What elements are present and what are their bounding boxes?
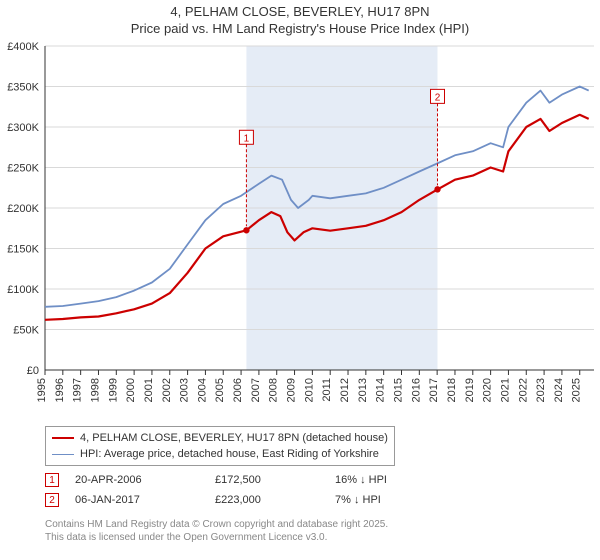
svg-text:1996: 1996	[54, 378, 66, 402]
svg-text:2006: 2006	[232, 378, 244, 402]
svg-text:2001: 2001	[143, 378, 155, 402]
marker-delta-1: 16% ↓ HPI	[335, 474, 455, 486]
svg-text:2011: 2011	[321, 378, 333, 402]
svg-text:2008: 2008	[268, 378, 280, 402]
svg-text:2007: 2007	[250, 378, 262, 402]
svg-text:2022: 2022	[517, 378, 529, 402]
marker-date-2: 06-JAN-2017	[75, 494, 215, 506]
chart-title-line2: Price paid vs. HM Land Registry's House …	[0, 21, 600, 36]
svg-text:£50K: £50K	[13, 325, 39, 337]
svg-text:2005: 2005	[214, 378, 226, 402]
svg-text:2023: 2023	[535, 378, 547, 402]
svg-text:2009: 2009	[286, 378, 298, 402]
svg-text:2: 2	[435, 92, 441, 103]
svg-text:£250K: £250K	[7, 163, 39, 175]
svg-text:2003: 2003	[179, 378, 191, 402]
footer-line1: Contains HM Land Registry data © Crown c…	[45, 518, 388, 531]
svg-text:£200K: £200K	[7, 203, 39, 215]
legend-label-2: HPI: Average price, detached house, East…	[80, 448, 379, 460]
legend-row-2: HPI: Average price, detached house, East…	[52, 446, 388, 462]
svg-text:2018: 2018	[446, 378, 458, 402]
chart-area: £0 £50K £100K £150K £200K £250K £300K £350K £400…	[0, 40, 600, 420]
chart-title-line1: 4, PELHAM CLOSE, BEVERLEY, HU17 8PN	[0, 4, 600, 19]
legend-swatch-1	[52, 437, 74, 439]
svg-text:2017: 2017	[428, 378, 440, 402]
svg-text:2014: 2014	[375, 378, 387, 402]
marker-badge-1: 1	[45, 473, 59, 487]
svg-text:£150K: £150K	[7, 244, 39, 256]
marker-badge-2: 2	[45, 493, 59, 507]
legend-swatch-2	[52, 454, 74, 455]
svg-text:2002: 2002	[161, 378, 173, 402]
marker-delta-2: 7% ↓ HPI	[335, 494, 455, 506]
footer: Contains HM Land Registry data © Crown c…	[45, 518, 388, 544]
svg-text:£100K: £100K	[7, 284, 39, 296]
svg-text:2016: 2016	[410, 378, 422, 402]
svg-text:2025: 2025	[571, 378, 583, 402]
svg-text:2012: 2012	[339, 378, 351, 402]
svg-text:2020: 2020	[482, 378, 494, 402]
legend-label-1: 4, PELHAM CLOSE, BEVERLEY, HU17 8PN (det…	[80, 432, 388, 444]
marker-row-2: 2 06-JAN-2017 £223,000 7% ↓ HPI	[45, 490, 455, 510]
svg-text:2013: 2013	[357, 378, 369, 402]
svg-text:2004: 2004	[196, 378, 208, 402]
svg-text:£300K: £300K	[7, 122, 39, 134]
svg-text:£0: £0	[27, 365, 39, 377]
chart-title-block: 4, PELHAM CLOSE, BEVERLEY, HU17 8PN Pric…	[0, 0, 600, 36]
svg-text:1998: 1998	[89, 378, 101, 402]
marker-price-2: £223,000	[215, 494, 335, 506]
svg-text:2000: 2000	[125, 378, 137, 402]
svg-text:2021: 2021	[499, 378, 511, 402]
svg-text:2024: 2024	[553, 378, 565, 402]
marker-table: 1 20-APR-2006 £172,500 16% ↓ HPI 2 06-JA…	[45, 470, 455, 510]
svg-text:1999: 1999	[107, 378, 119, 402]
marker-row-1: 1 20-APR-2006 £172,500 16% ↓ HPI	[45, 470, 455, 490]
svg-text:£400K: £400K	[7, 41, 39, 53]
marker-date-1: 20-APR-2006	[75, 474, 215, 486]
svg-text:2010: 2010	[303, 378, 315, 402]
legend: 4, PELHAM CLOSE, BEVERLEY, HU17 8PN (det…	[45, 426, 395, 466]
svg-text:2015: 2015	[392, 378, 404, 402]
marker-price-1: £172,500	[215, 474, 335, 486]
legend-row-1: 4, PELHAM CLOSE, BEVERLEY, HU17 8PN (det…	[52, 430, 388, 446]
svg-text:1: 1	[244, 133, 250, 144]
svg-text:£350K: £350K	[7, 82, 39, 94]
chart-svg: £0 £50K £100K £150K £200K £250K £300K £350K £400…	[0, 40, 600, 420]
svg-text:1995: 1995	[36, 378, 48, 402]
svg-text:1997: 1997	[72, 378, 84, 402]
footer-line2: This data is licensed under the Open Gov…	[45, 531, 388, 544]
svg-text:2019: 2019	[464, 378, 476, 402]
